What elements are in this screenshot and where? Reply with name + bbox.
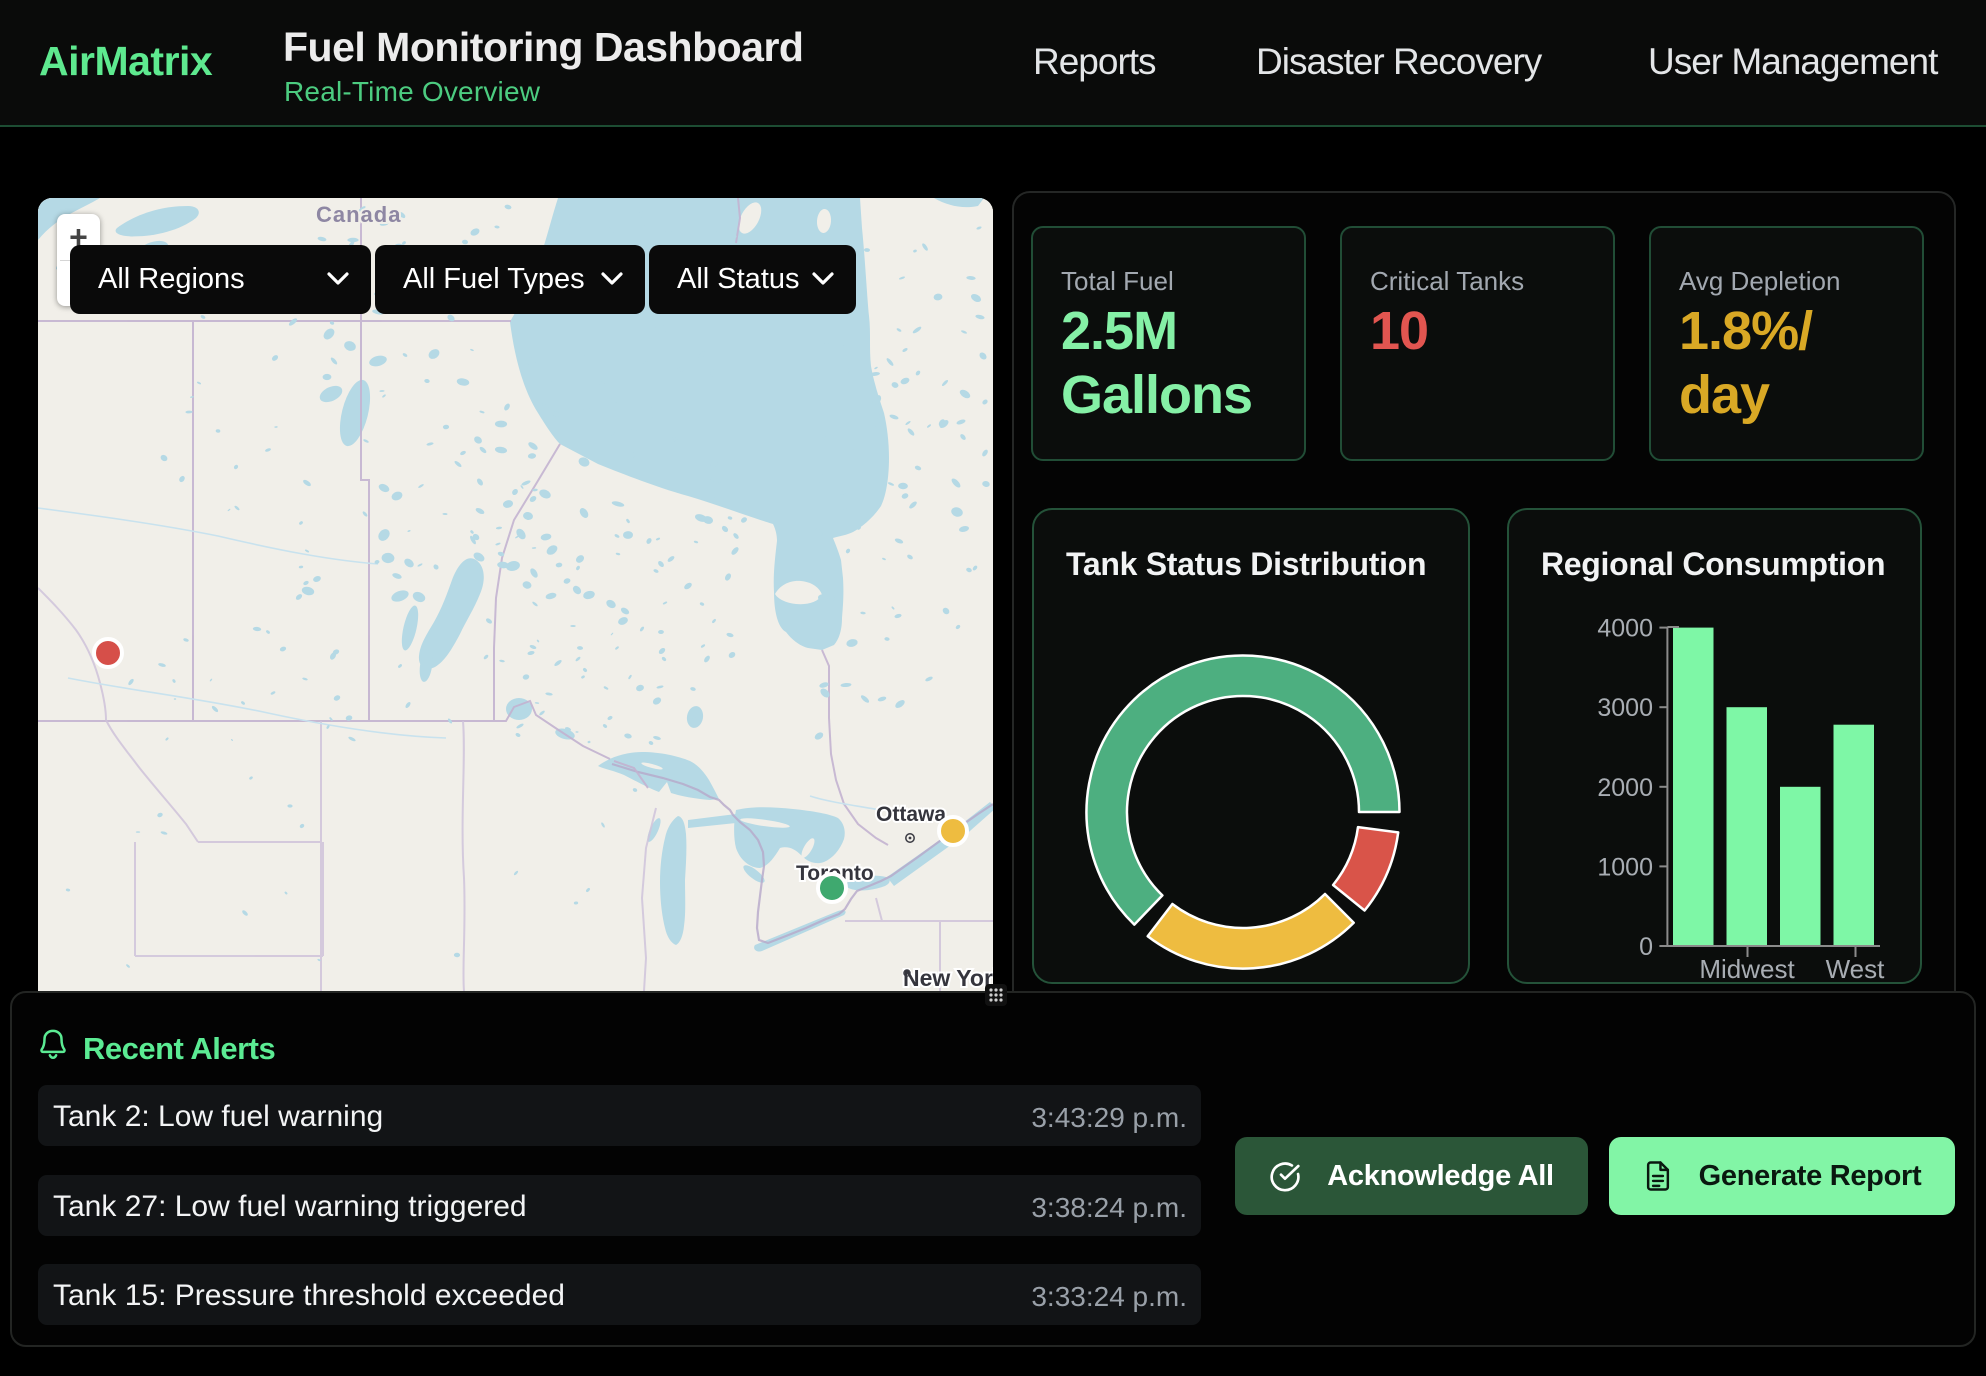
svg-text:3000: 3000 [1597, 694, 1653, 722]
svg-text:1000: 1000 [1597, 853, 1653, 881]
svg-text:Midwest: Midwest [1699, 954, 1795, 982]
svg-text:4000: 4000 [1597, 615, 1653, 643]
svg-text:West: West [1826, 954, 1886, 982]
svg-text:Ottawa: Ottawa [876, 803, 946, 826]
svg-text:0: 0 [1639, 933, 1653, 961]
svg-text:New York: New York [903, 965, 993, 991]
svg-text:Canada: Canada [316, 202, 401, 227]
svg-text:2000: 2000 [1597, 774, 1653, 802]
